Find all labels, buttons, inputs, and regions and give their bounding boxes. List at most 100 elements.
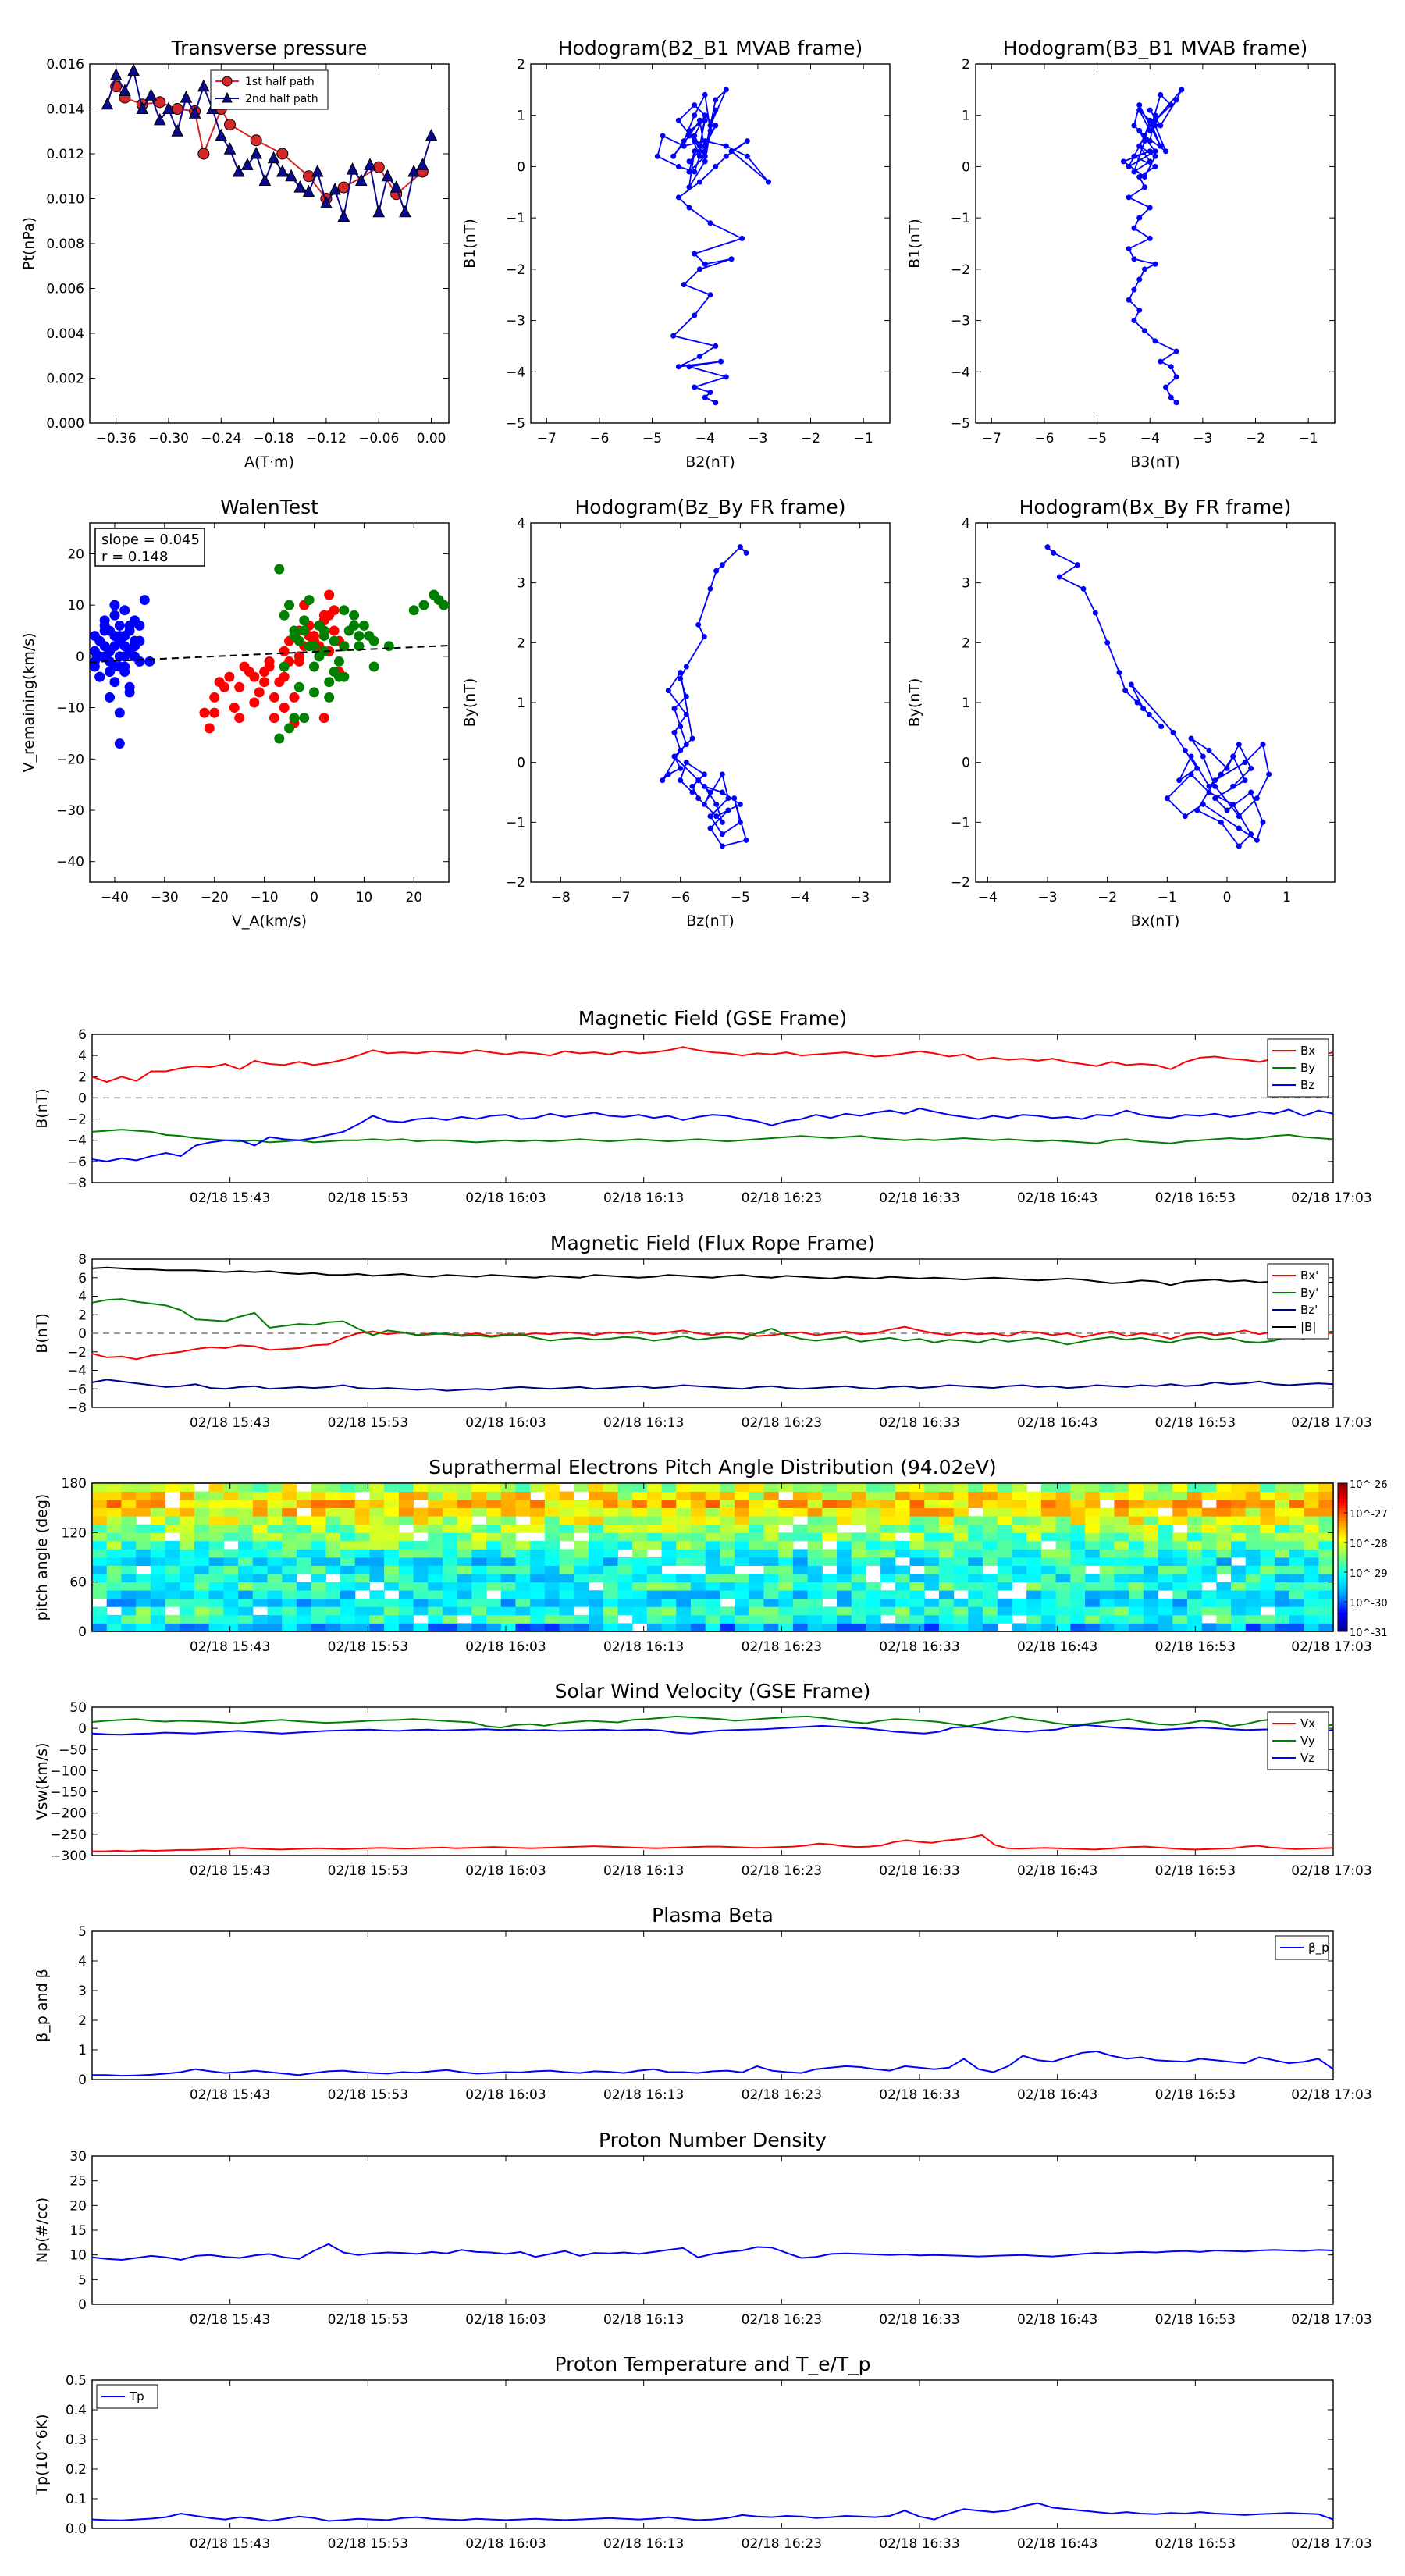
heatmap-cell: [938, 1491, 955, 1500]
hodogram-point: [683, 693, 689, 699]
plot-title: Hodogram(Bz_By FR frame): [574, 496, 845, 518]
x-tick-label: −0.06: [358, 431, 399, 447]
data-point: [324, 589, 335, 600]
heatmap-cell: [180, 1598, 195, 1607]
plot-frame: [91, 1706, 1334, 1856]
hodogram-point: [1136, 174, 1143, 180]
heatmap-cell: [1070, 1614, 1086, 1624]
hodogram-point: [1146, 711, 1152, 717]
heatmap-cell: [208, 1590, 224, 1599]
heatmap-cell: [486, 1532, 502, 1542]
hodogram-point: [665, 688, 671, 694]
heatmap-cell: [1070, 1590, 1086, 1599]
heatmap-cell: [1099, 1598, 1115, 1607]
heatmap-cell: [895, 1507, 911, 1517]
heatmap-cell: [208, 1500, 224, 1509]
heatmap-cell: [997, 1500, 1013, 1509]
plot-area: [92, 1715, 1333, 1852]
time-tick-label: 02/18 16:23: [742, 1863, 822, 1879]
colorbar-step: [1338, 1592, 1347, 1595]
heatmap-cell: [924, 1516, 940, 1525]
heatmap-cell: [617, 1565, 633, 1574]
heatmap-cell: [909, 1532, 925, 1542]
heatmap-cell: [807, 1540, 823, 1550]
heatmap-cell: [1026, 1540, 1042, 1550]
heatmap-cell: [325, 1590, 341, 1599]
plot-frame: [89, 522, 450, 883]
data-point: [114, 738, 125, 749]
heatmap-cell: [938, 1598, 955, 1607]
time-tick-label: 02/18 16:43: [1017, 1863, 1097, 1879]
heatmap-cell: [413, 1623, 429, 1632]
heatmap-cell: [1040, 1557, 1057, 1566]
heatmap-cell: [136, 1606, 151, 1616]
heatmap-cell: [559, 1532, 574, 1542]
hodogram-point: [671, 729, 678, 735]
heatmap-cell: [589, 1549, 604, 1558]
hodogram-point: [1236, 742, 1242, 748]
heatmap-cell: [1055, 1614, 1071, 1624]
y-tick-label: 0.010: [46, 192, 84, 208]
heatmap-cell: [1099, 1491, 1115, 1500]
heatmap-cell: [895, 1516, 911, 1525]
heatmap-cell: [1304, 1598, 1319, 1607]
heatmap-cell: [136, 1524, 151, 1533]
hodogram-point: [1179, 87, 1185, 93]
heatmap-cell: [1085, 1524, 1101, 1533]
heatmap-cell: [792, 1590, 809, 1599]
heatmap-cell: [676, 1623, 692, 1632]
heatmap-cell: [1114, 1623, 1129, 1632]
x-tick-label: −6: [670, 890, 690, 906]
hodogram-point: [1140, 706, 1147, 712]
heatmap-cell: [457, 1565, 472, 1574]
heatmap-cell: [530, 1590, 546, 1599]
heatmap-cell: [165, 1598, 180, 1607]
heatmap-cell: [1099, 1549, 1115, 1558]
hodogram-point: [1194, 807, 1200, 813]
heatmap-cell: [194, 1549, 210, 1558]
heatmap-cell: [1070, 1524, 1086, 1533]
legend-label: Vz: [1300, 1751, 1314, 1765]
heatmap-cell: [1245, 1614, 1261, 1624]
heatmap-cell: [369, 1606, 385, 1616]
colorbar-step: [1338, 1579, 1347, 1583]
heatmap-cell: [1289, 1507, 1305, 1517]
heatmap-cell: [924, 1574, 940, 1583]
hodogram-point: [765, 179, 771, 185]
heatmap-cell: [398, 1582, 414, 1591]
heatmap-cell: [661, 1483, 677, 1492]
hodogram-point: [1212, 777, 1218, 784]
heatmap-cell: [574, 1500, 589, 1509]
heatmap-cell: [1245, 1524, 1261, 1533]
colorbar-step: [1338, 1550, 1347, 1553]
heatmap-cell: [792, 1532, 809, 1542]
heatmap-cell: [223, 1590, 239, 1599]
heatmap-cell: [1012, 1540, 1027, 1550]
heatmap-cell: [807, 1590, 823, 1599]
colorbar-step: [1338, 1485, 1347, 1489]
colorbar-step: [1338, 1545, 1347, 1548]
heatmap-cell: [968, 1598, 984, 1607]
heatmap-cell: [340, 1507, 356, 1517]
heatmap-cell: [282, 1516, 297, 1525]
heatmap-cell: [369, 1532, 385, 1542]
legend: Bx'By'Bz'|B|: [1267, 1263, 1329, 1340]
heatmap-cell: [690, 1540, 706, 1550]
heatmap-cell: [983, 1524, 998, 1533]
heatmap-cell: [1289, 1532, 1305, 1542]
heatmap-cell: [457, 1606, 472, 1616]
heatmap-cell: [924, 1582, 940, 1591]
heatmap-cell: [121, 1483, 137, 1492]
heatmap-cell: [1070, 1598, 1086, 1607]
heatmap-cell: [1304, 1500, 1319, 1509]
hodogram-point: [701, 771, 707, 777]
heatmap-cell: [661, 1500, 677, 1509]
hodogram-point: [1147, 148, 1153, 155]
data-point-triangle: [302, 184, 315, 197]
heatmap-cell: [282, 1574, 297, 1583]
heatmap-cell: [325, 1507, 341, 1517]
heatmap-cell: [661, 1574, 677, 1583]
heatmap-cell: [1055, 1598, 1071, 1607]
heatmap-cell: [661, 1614, 677, 1624]
